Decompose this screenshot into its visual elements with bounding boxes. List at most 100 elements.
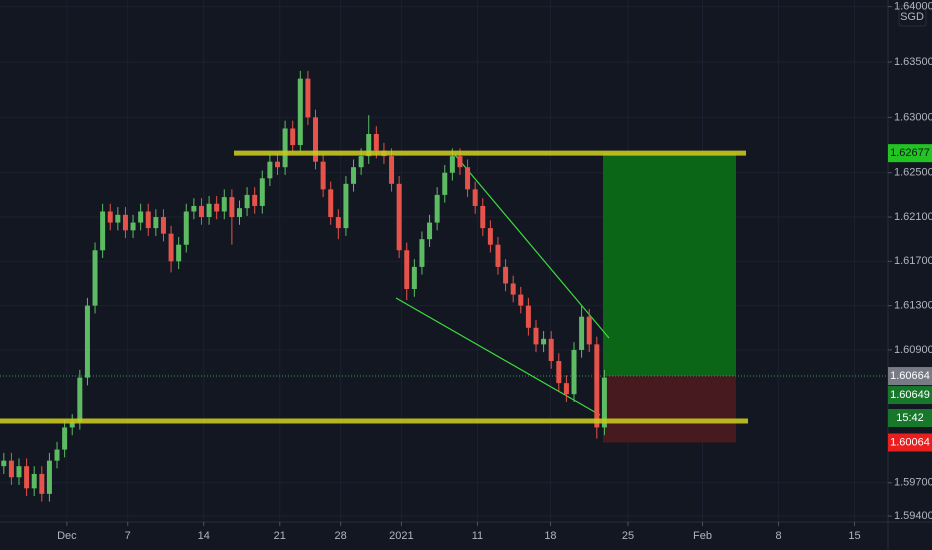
candle-body — [138, 211, 144, 223]
candle-body — [297, 78, 303, 146]
price-label: 1.62677 — [890, 147, 930, 159]
candle-body — [358, 156, 364, 168]
x-tick-label: 15 — [848, 530, 860, 542]
candle-body — [586, 316, 592, 345]
candle-body — [259, 178, 265, 206]
candle-body — [198, 205, 204, 218]
countdown: 15:42 — [896, 412, 924, 424]
y-tick-label: 1.60900 — [894, 344, 932, 356]
candle-body — [480, 205, 486, 229]
candle-body — [153, 217, 159, 229]
candle-body — [290, 128, 296, 146]
price-label-box — [888, 433, 932, 452]
candle-body — [449, 156, 455, 173]
candle-body — [8, 460, 14, 478]
y-tick-label: 1.62100 — [894, 211, 932, 223]
candle-body — [351, 167, 357, 184]
candle-body — [92, 250, 98, 306]
candle-body — [176, 244, 182, 262]
candle-body — [419, 239, 425, 267]
candle-body — [563, 383, 569, 395]
candle-body — [404, 250, 410, 290]
y-tick-label: 1.59400 — [894, 510, 932, 522]
candle-body — [579, 316, 585, 350]
loss-zone — [603, 376, 736, 443]
candle-body — [267, 161, 273, 179]
candle-body — [122, 214, 128, 231]
x-tick-label: 25 — [622, 530, 634, 542]
trend-line-upper — [454, 154, 610, 339]
candle-body — [221, 197, 227, 212]
y-tick-label: 1.61300 — [894, 300, 932, 312]
candle-body — [77, 377, 83, 422]
candle-body — [1, 460, 7, 467]
candle-body — [411, 266, 417, 290]
price-label: 1.60664 — [890, 370, 930, 382]
candle-body — [343, 183, 349, 229]
candle-body — [130, 222, 136, 231]
y-tick-label: 1.61700 — [894, 255, 932, 267]
candle-body — [39, 473, 45, 494]
candle-body — [244, 194, 250, 209]
price-label: 1.60064 — [890, 436, 930, 448]
profit-zone — [603, 153, 736, 377]
candle-body — [427, 222, 433, 240]
candle-body — [465, 167, 471, 190]
candle-body — [335, 217, 341, 229]
candle-body — [594, 344, 600, 428]
candle-body — [313, 117, 319, 162]
candle-body — [434, 194, 440, 223]
candle-body — [206, 203, 212, 218]
candle-body — [16, 466, 22, 478]
candle-body — [275, 161, 280, 168]
candle-body — [533, 327, 539, 345]
candle-body — [556, 360, 562, 384]
y-tick-label: 1.64000 — [894, 1, 932, 13]
candle-body — [160, 217, 166, 234]
y-tick-label: 1.63000 — [894, 111, 932, 123]
candle-body — [472, 189, 478, 206]
x-tick-label: Dec — [57, 530, 77, 542]
candle-body — [305, 78, 311, 118]
price-label-box — [888, 367, 932, 386]
candle-body — [518, 294, 524, 306]
plot-area — [0, 0, 888, 522]
candle-body — [525, 305, 531, 328]
candle-body — [541, 338, 547, 345]
candle-body — [62, 427, 68, 450]
currency[interactable]: SGD — [900, 11, 924, 23]
candle-body — [54, 449, 60, 461]
x-tick-label: 7 — [125, 530, 131, 542]
candle-body — [46, 460, 52, 494]
candle-body — [366, 133, 372, 157]
x-tick-label: 28 — [334, 530, 346, 542]
x-tick-label: 8 — [775, 530, 781, 542]
candle-body — [191, 205, 197, 212]
countdown-box — [888, 409, 932, 427]
candle-body — [31, 473, 37, 489]
candle-body — [495, 244, 501, 267]
x-tick-label: Feb — [693, 530, 712, 542]
candle-body — [107, 211, 113, 223]
price-label-box — [888, 144, 932, 163]
y-tick-label: 1.59700 — [894, 477, 932, 489]
price-label: 1.60649 — [890, 389, 930, 401]
x-tick-label: 21 — [274, 530, 286, 542]
candle-body — [24, 466, 30, 489]
candle-body — [168, 233, 174, 262]
x-tick-label: 2021 — [389, 530, 413, 542]
candle-body — [457, 156, 463, 168]
candle-body — [320, 161, 326, 190]
candle-body — [84, 305, 90, 378]
candle-body — [183, 211, 189, 245]
candle-body — [328, 189, 334, 218]
price-label-box — [888, 386, 932, 405]
candle-body — [282, 128, 288, 168]
candle-body — [115, 214, 121, 223]
currency-box[interactable] — [898, 5, 927, 27]
candle-body — [601, 377, 607, 428]
candle-body — [548, 338, 554, 361]
candle-body — [100, 211, 106, 251]
